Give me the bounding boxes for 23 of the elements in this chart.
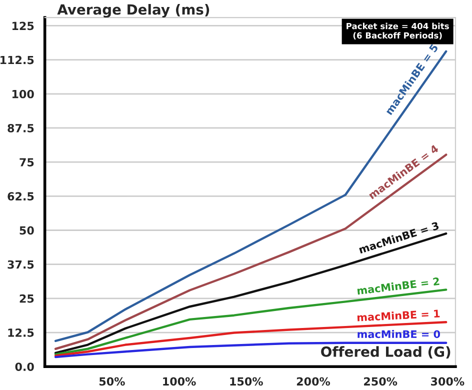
chart-title: Average Delay (ms): [57, 4, 210, 18]
x-tick-label: 100%: [163, 377, 196, 386]
y-tick-label: 112.5: [0, 56, 34, 64]
annotation: Packet size = 404 bits (6 Backoff Periods): [346, 22, 449, 40]
x-tick-label: 200%: [296, 377, 330, 386]
series-label: macMinBE = 0: [358, 330, 440, 338]
y-tick-label: 37.5: [8, 260, 34, 269]
x-tick-label: 50%: [100, 377, 125, 386]
y-tick-label: 50: [20, 226, 34, 235]
x-tick-label: 250%: [364, 377, 398, 386]
y-tick-label: 12.5: [8, 328, 34, 337]
y-tick-label: 62.5: [8, 192, 34, 201]
text: macMinBE = 2: [357, 277, 440, 295]
y-tick-label: 100: [12, 90, 34, 98]
y-tick-label: 25: [20, 294, 34, 303]
x-tick-label: 150%: [230, 377, 263, 386]
y-tick-label: 87.5: [8, 124, 34, 132]
x-axis-title: Offered Load (G): [321, 346, 450, 359]
y-tick-label: 75: [20, 158, 34, 166]
series-label: macMinBE = 1: [357, 309, 440, 322]
y-tick-label: 0.0: [15, 362, 34, 371]
y-tick-label: 125: [12, 22, 34, 30]
x-tick-label: 300%: [431, 377, 464, 386]
